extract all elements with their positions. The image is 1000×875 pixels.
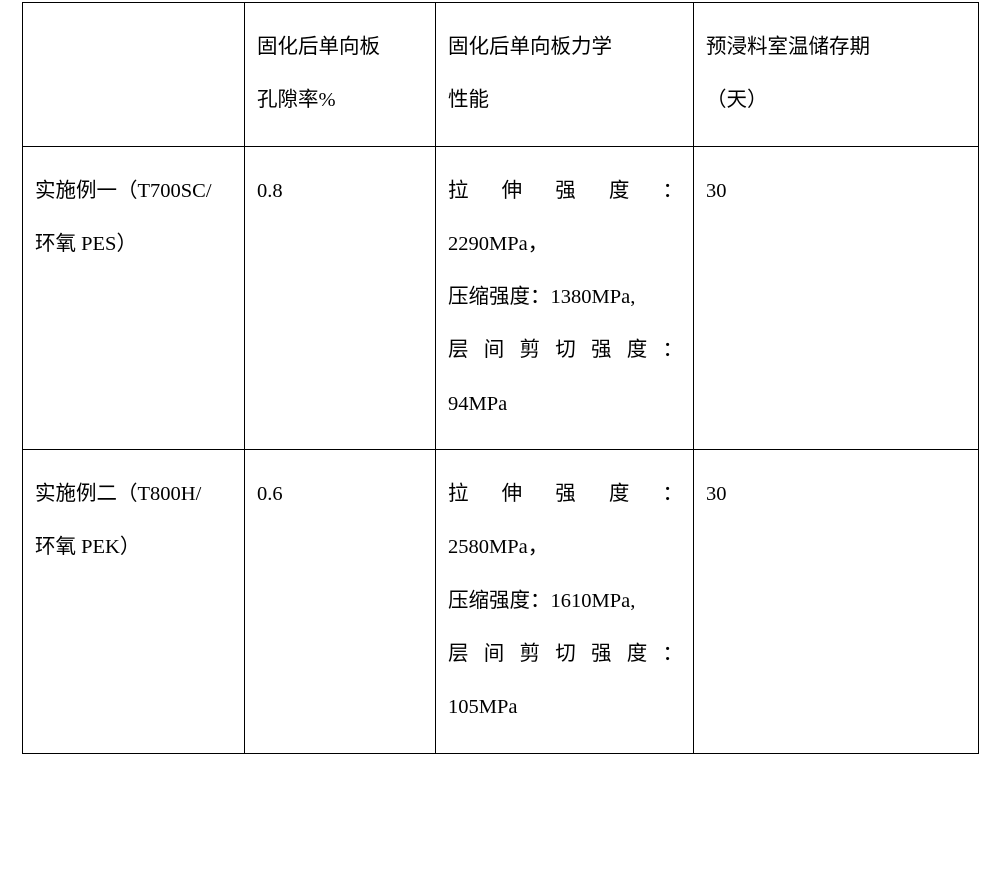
cell-r0-c2-l2: 2290MPa， [448, 218, 683, 271]
header-cell-1-l1: 固化后单向板 [257, 21, 425, 74]
cell-r1-c2-l1-colon: ： [663, 483, 684, 505]
header-cell-1: 固化后单向板 孔隙率% [245, 3, 436, 147]
cell-r1-c3: 30 [694, 450, 979, 753]
cell-r1-c2-l4-colon: ： [663, 643, 684, 665]
cell-r0-c2: 拉伸强度： 2290MPa， 压缩强度：1380MPa, 层间剪切强度： 94M… [436, 146, 694, 449]
cell-r1-c2-l1-label: 拉伸强度 [448, 483, 663, 505]
cell-r1-c0-l2: 环氧 PEK） [35, 521, 234, 574]
cell-r1-c2: 拉伸强度： 2580MPa， 压缩强度：1610MPa, 层间剪切强度： 105… [436, 450, 694, 753]
table-header-row: 固化后单向板 孔隙率% 固化后单向板力学 性能 预浸料室温储存期 （天） [23, 3, 979, 147]
header-cell-3-l1: 预浸料室温储存期 [706, 21, 968, 74]
cell-r1-c2-l5: 105MPa [448, 681, 683, 734]
cell-r0-c0-l2: 环氧 PES） [35, 218, 234, 271]
header-cell-3: 预浸料室温储存期 （天） [694, 3, 979, 147]
cell-r1-c2-l1: 拉伸强度： [448, 468, 683, 521]
cell-r0-c2-l4-label: 层间剪切强度 [448, 339, 663, 361]
header-cell-2-l2: 性能 [448, 74, 683, 127]
cell-r1-c2-l3: 压缩强度：1610MPa, [448, 575, 683, 628]
cell-r1-c1-text: 0.6 [257, 483, 283, 505]
cell-r0-c2-l1: 拉伸强度： [448, 165, 683, 218]
cell-r1-c2-l4-label: 层间剪切强度 [448, 643, 663, 665]
cell-r1-c2-l2: 2580MPa， [448, 521, 683, 574]
header-cell-2: 固化后单向板力学 性能 [436, 3, 694, 147]
cell-r0-c2-l3: 压缩强度：1380MPa, [448, 271, 683, 324]
cell-r1-c3-text: 30 [706, 483, 727, 505]
header-cell-3-l2: （天） [706, 74, 968, 127]
cell-r0-c0-l1: 实施例一（T700SC/ [35, 165, 234, 218]
cell-r1-c0-l1: 实施例二（T800H/ [35, 468, 234, 521]
cell-r0-c3: 30 [694, 146, 979, 449]
cell-r0-c2-l4: 层间剪切强度： [448, 324, 683, 377]
header-cell-0 [23, 3, 245, 147]
cell-r1-c2-l4: 层间剪切强度： [448, 628, 683, 681]
header-cell-1-l2: 孔隙率% [257, 74, 425, 127]
cell-r0-c3-text: 30 [706, 180, 727, 202]
cell-r1-c0: 实施例二（T800H/ 环氧 PEK） [23, 450, 245, 753]
table-row: 实施例一（T700SC/ 环氧 PES） 0.8 拉伸强度： 2290MPa， … [23, 146, 979, 449]
cell-r0-c1: 0.8 [245, 146, 436, 449]
cell-r0-c2-l1-colon: ： [663, 180, 684, 202]
cell-r0-c0: 实施例一（T700SC/ 环氧 PES） [23, 146, 245, 449]
cell-r0-c1-text: 0.8 [257, 180, 283, 202]
data-table: 固化后单向板 孔隙率% 固化后单向板力学 性能 预浸料室温储存期 （天） 实施例… [22, 2, 979, 754]
table-row: 实施例二（T800H/ 环氧 PEK） 0.6 拉伸强度： 2580MPa， 压… [23, 450, 979, 753]
cell-r0-c2-l4-colon: ： [663, 339, 684, 361]
cell-r0-c2-l1-label: 拉伸强度 [448, 180, 663, 202]
cell-r0-c2-l5: 94MPa [448, 378, 683, 431]
cell-r1-c1: 0.6 [245, 450, 436, 753]
page: { "table": { "columns": [ { "width_px": … [0, 2, 1000, 875]
header-cell-2-l1: 固化后单向板力学 [448, 21, 683, 74]
